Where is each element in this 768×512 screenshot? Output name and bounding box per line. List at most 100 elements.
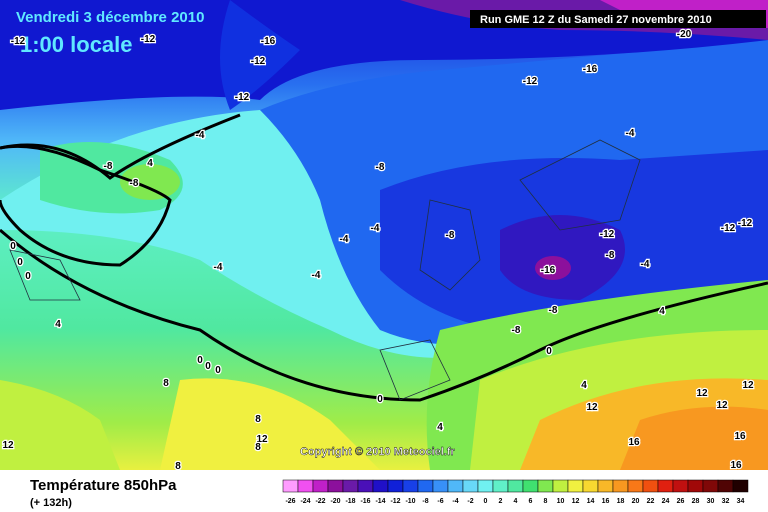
scale-cell [432,479,449,493]
scale-label: 18 [617,498,625,505]
contour-label: 0 [25,271,31,282]
contour-labels: -12 -12 -16-12-12-20-16-12-8-8-4 -44-8-8-4-… [1,28,755,474]
scale-cell [327,479,344,493]
scale-cell [312,479,329,493]
scale-cell [657,479,674,493]
contour-label: -12 [721,223,736,234]
scale-cell [732,479,749,493]
contour-label: -8 [376,162,385,173]
contour-label: 12 [716,400,728,411]
scale-label: -14 [375,498,385,505]
contour-label: -4 [196,130,205,141]
contour-label: -12 [738,218,753,229]
contour-label: -8 [104,161,113,172]
contour-label: 12 [2,440,14,451]
contour-label: 0 [546,346,552,357]
scale-cell [582,479,599,493]
scale-cell [687,479,704,493]
contour-label: 8 [163,378,169,389]
scale-cell [492,479,509,493]
scale-label: 6 [529,498,533,505]
scale-cell [627,479,644,493]
contour-label: 8 [255,442,261,453]
scale-cell [537,479,554,493]
scale-label: 2 [499,498,503,505]
contour-label: 12 [742,380,754,391]
contour-label: 4 [581,380,587,391]
scale-label: -12 [390,498,400,505]
contour-label: -12 [235,92,250,103]
scale-label: -16 [360,498,370,505]
scale-label: 32 [722,498,730,505]
time-label: 1:00 locale [20,32,133,57]
scale-label: 24 [662,498,670,505]
scale-cell [342,479,359,493]
contour-label: -12 [600,229,615,240]
scale-label: 12 [572,498,580,505]
contour-label: -8 [606,250,615,261]
scale-label: 16 [602,498,610,505]
variable-label: Température 850hPa [30,477,177,494]
contour-label: -4 [371,223,380,234]
run-box [470,10,766,28]
scale-cell [507,479,524,493]
scale-label: -26 [285,498,295,505]
scale-label: 4 [514,498,518,505]
lead-label: (+ 132h) [30,497,72,509]
contour-label: 12 [256,434,268,445]
scale-cell [672,479,689,493]
scale-cell [477,479,494,493]
scale-cell [282,479,299,493]
contour-label: 0 [215,365,221,376]
scale-label: -2 [467,498,473,505]
contour-label: -12 [141,34,156,45]
scale-label: 20 [632,498,640,505]
scale-label: 34 [737,498,745,505]
contour-label: -16 [541,265,556,276]
scale-label: -22 [315,498,325,505]
contour-label: -4 [626,128,635,139]
map-field [0,0,768,470]
contour-label: -4 [214,262,223,273]
contour-label: 4 [55,319,61,330]
contour-label: 4 [659,306,665,317]
scale-cell [642,479,659,493]
contour-label: -8 [512,325,521,336]
scale-cell [597,479,614,493]
copyright: Copyright © 2010 Meteociel.fr [300,446,456,458]
contour-label: 0 [197,355,203,366]
contour-label: -20 [677,29,692,40]
scale-cell [462,479,479,493]
scale-cell [372,479,389,493]
contour-label: -16 [583,64,598,75]
contour-label: 4 [437,422,443,433]
scale-cell [612,479,629,493]
date-label: Vendredi 3 décembre 2010 [16,9,204,26]
scale-cell [387,479,404,493]
contour-label: 16 [734,431,746,442]
scale-label: -18 [345,498,355,505]
scale-cell [357,479,374,493]
scale-cell [702,479,719,493]
contour-label: 8 [175,461,181,472]
scale-label: -4 [452,498,458,505]
scale-label: -6 [437,498,443,505]
scale-label: 14 [587,498,595,505]
contour-label: -8 [446,230,455,241]
scale-cell [417,479,434,493]
contour-label: 16 [730,460,742,471]
contour-label: -8 [549,305,558,316]
scale-label: 26 [677,498,685,505]
contour-label: 12 [586,402,598,413]
scale-label: -24 [300,498,310,505]
contour-label: -12 [11,36,26,47]
scale-label: 0 [484,498,488,505]
contour-label: 8 [255,414,261,425]
scale-label: -8 [422,498,428,505]
run-label: Run GME 12 Z du Samedi 27 novembre 2010 [480,14,712,26]
contour-label: 16 [628,437,640,448]
scale-label: 30 [707,498,715,505]
scale-label: -20 [330,498,340,505]
scale-cell [567,479,584,493]
